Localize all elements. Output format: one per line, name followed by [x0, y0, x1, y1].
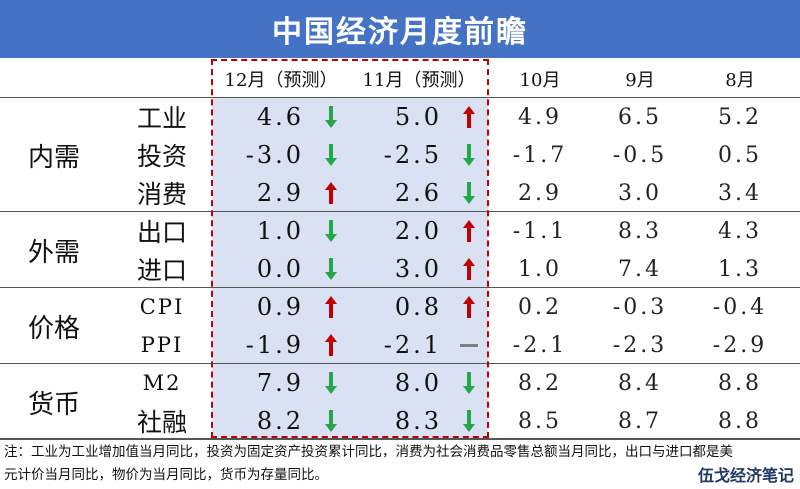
arrow-up-icon: [458, 98, 480, 136]
row-label: 出口: [136, 218, 187, 247]
nov-forecast-value: 0.8: [394, 293, 442, 321]
nov-forecast-value: 8.3: [394, 407, 442, 435]
oct-value: 2.9: [518, 180, 562, 206]
arrow-down-icon: [458, 364, 480, 402]
row-label: 进口: [136, 256, 187, 285]
nov-forecast-value: 2.6: [394, 179, 442, 207]
nov-forecast-value: -2.1: [383, 331, 442, 359]
arrow-down-icon: [320, 212, 342, 250]
nov-forecast-value: 3.0: [394, 255, 442, 283]
divider: [0, 211, 800, 212]
arrow-down-icon: [458, 174, 480, 212]
dec-forecast-value: 4.6: [256, 103, 304, 131]
divider: [0, 287, 800, 288]
forecast-border: [211, 59, 489, 438]
dash-icon: [458, 326, 480, 364]
header-dec-forecast: 12月（预测）: [224, 70, 338, 91]
nov-forecast-value: 2.0: [394, 217, 442, 245]
aug-value: 3.4: [718, 180, 762, 206]
oct-value: 0.2: [518, 294, 562, 320]
nov-forecast-value: 5.0: [394, 103, 442, 131]
divider: [0, 438, 800, 440]
page-title: 中国经济月度前瞻: [272, 15, 528, 50]
oct-value: 8.2: [518, 370, 562, 396]
dec-forecast-value: -3.0: [245, 141, 304, 169]
header-aug: 8月: [725, 70, 755, 91]
sep-value: 7.4: [618, 256, 662, 282]
aug-value: 5.2: [718, 104, 762, 130]
divider: [0, 97, 800, 98]
arrow-up-icon: [458, 250, 480, 288]
arrow-up-icon: [320, 288, 342, 326]
row-label: M2: [142, 371, 182, 395]
arrow-up-icon: [458, 212, 480, 250]
row-label: 消费: [136, 180, 187, 209]
dec-forecast-value: 2.9: [256, 179, 304, 207]
title-bar: 中国经济月度前瞻: [0, 0, 800, 58]
arrow-down-icon: [320, 402, 342, 440]
dec-forecast-value: 0.9: [256, 293, 304, 321]
arrow-up-icon: [320, 174, 342, 212]
sep-value: -0.5: [612, 142, 668, 168]
aug-value: -2.9: [712, 332, 768, 358]
dec-forecast-value: -1.9: [245, 331, 304, 359]
oct-value: -1.7: [512, 142, 568, 168]
oct-value: -1.1: [512, 218, 568, 244]
dec-forecast-value: 0.0: [256, 255, 304, 283]
header-oct: 10月: [519, 70, 561, 91]
sep-value: 8.4: [618, 370, 662, 396]
divider: [0, 363, 800, 364]
group-label: 外需: [27, 237, 80, 268]
group-label: 货币: [27, 389, 80, 420]
oct-value: 4.9: [518, 104, 562, 130]
arrow-down-icon: [320, 250, 342, 288]
sep-value: -2.3: [612, 332, 668, 358]
header-sep: 9月: [625, 70, 655, 91]
sep-value: 6.5: [618, 104, 662, 130]
sep-value: 8.3: [618, 218, 662, 244]
row-label: 投资: [136, 142, 187, 171]
dec-forecast-value: 1.0: [256, 217, 304, 245]
arrow-down-icon: [458, 136, 480, 174]
oct-value: 1.0: [518, 256, 562, 282]
arrow-up-icon: [320, 326, 342, 364]
brand-watermark: 伍戈经济笔记: [697, 466, 794, 485]
arrow-down-icon: [320, 136, 342, 174]
aug-value: 8.8: [718, 370, 762, 396]
sep-value: -0.3: [612, 294, 668, 320]
aug-value: 1.3: [718, 256, 762, 282]
footnote: 注：工业为工业增加值当月同比，投资为固定资产投资累计同比，消费为社会消费品零售总…: [4, 444, 733, 483]
arrow-up-icon: [458, 288, 480, 326]
aug-value: 4.3: [718, 218, 762, 244]
arrow-down-icon: [458, 402, 480, 440]
arrow-down-icon: [320, 98, 342, 136]
oct-value: 8.5: [518, 408, 562, 434]
row-label: PPI: [140, 333, 184, 357]
aug-value: 0.5: [718, 142, 762, 168]
header-nov-forecast: 11月（预测）: [362, 70, 476, 91]
oct-value: -2.1: [512, 332, 568, 358]
group-label: 价格: [27, 313, 80, 344]
nov-forecast-value: 8.0: [394, 369, 442, 397]
group-label: 内需: [27, 142, 80, 173]
dec-forecast-value: 8.2: [256, 407, 304, 435]
dec-forecast-value: 7.9: [256, 369, 304, 397]
sep-value: 8.7: [618, 408, 662, 434]
row-label: CPI: [139, 295, 185, 319]
row-label: 社融: [136, 408, 187, 437]
forecast-highlight: [212, 98, 488, 438]
row-label: 工业: [136, 104, 187, 133]
sep-value: 3.0: [618, 180, 662, 206]
aug-value: -0.4: [712, 294, 768, 320]
aug-value: 8.8: [718, 408, 762, 434]
nov-forecast-value: -2.5: [383, 141, 442, 169]
arrow-down-icon: [320, 364, 342, 402]
